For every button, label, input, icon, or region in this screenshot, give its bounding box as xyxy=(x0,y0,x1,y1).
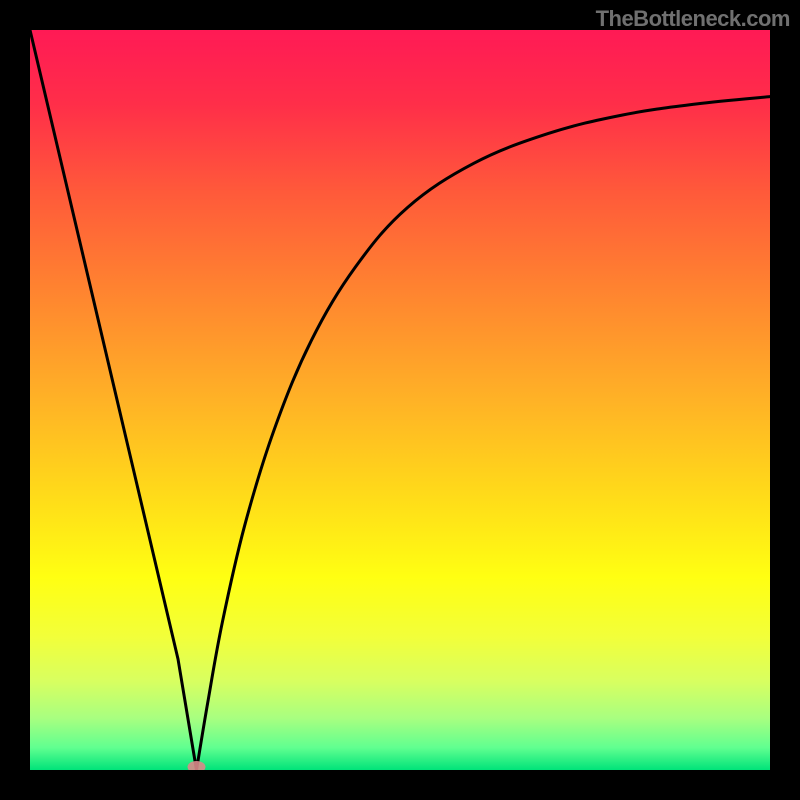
bottleneck-chart xyxy=(0,0,800,800)
watermark-text: TheBottleneck.com xyxy=(596,6,790,32)
chart-canvas: TheBottleneck.com xyxy=(0,0,800,800)
gradient-backdrop xyxy=(30,30,770,770)
